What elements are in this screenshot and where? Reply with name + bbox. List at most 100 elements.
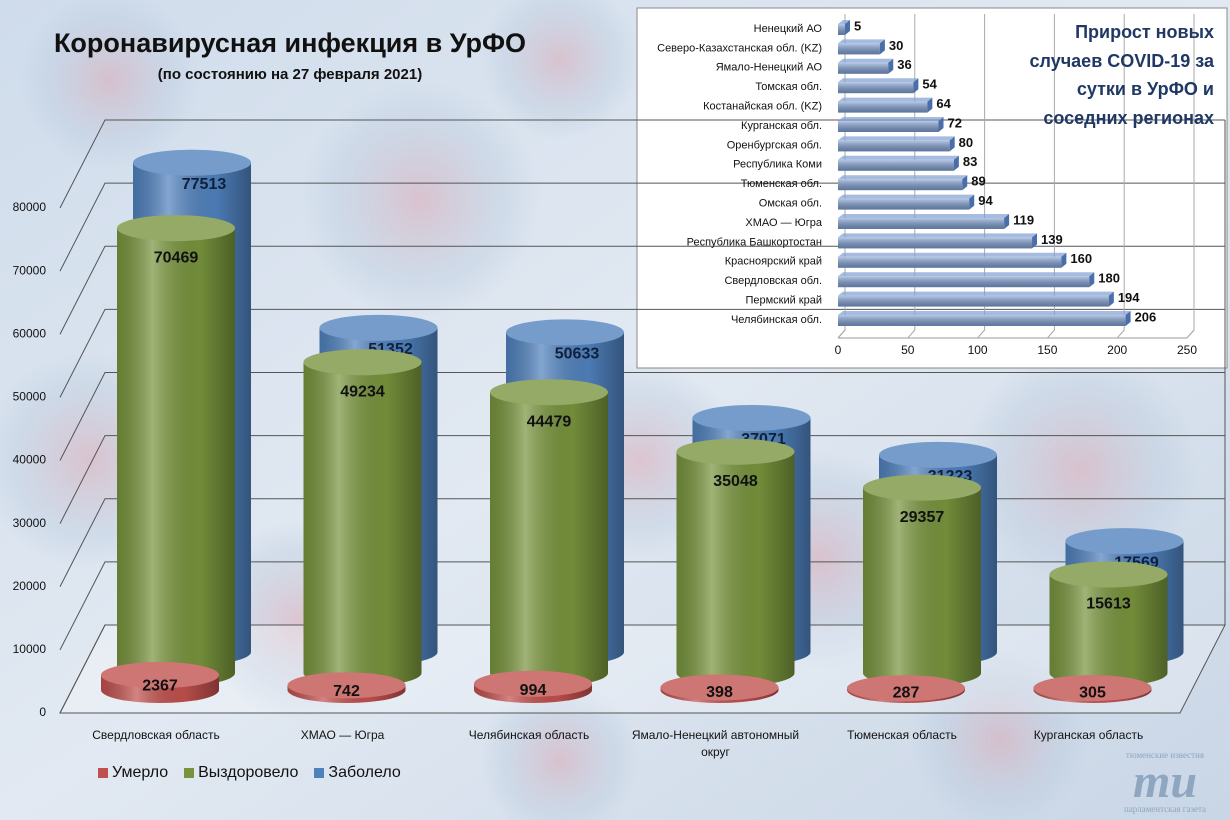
bar-end (888, 58, 894, 74)
x-tick-label: 150 (1037, 343, 1057, 357)
value-label: 36 (897, 57, 911, 72)
y-tick-label: Томская обл. (755, 81, 822, 93)
bar-end (949, 136, 955, 152)
value-label: 89 (971, 174, 985, 189)
cylinder-top (879, 441, 997, 468)
bar-top (838, 194, 975, 199)
value-label: 77513 (182, 176, 227, 193)
cylinder-top-highlight (1033, 675, 1152, 702)
cylinder-shade (1049, 574, 1168, 687)
y-tick-label: Тюменская обл. (741, 178, 822, 190)
logo-mark: ти (1132, 755, 1198, 808)
value-label: 287 (893, 684, 920, 701)
cylinder-top-highlight (101, 662, 219, 689)
cylinder-top (863, 474, 981, 501)
cylinder-top (660, 674, 779, 701)
cylinder-top (1033, 675, 1152, 702)
bar-shade (838, 140, 950, 152)
bar-shade (838, 159, 954, 171)
cylinder-top (676, 438, 795, 465)
grid-line (1186, 14, 1195, 339)
bar-end (927, 97, 933, 113)
bar-top (838, 175, 968, 180)
y-tick-label: Оренбургская обл. (727, 139, 822, 151)
value-label: 80 (959, 135, 973, 150)
bar-end (1004, 214, 1010, 229)
value-label: 30 (889, 38, 903, 53)
cylinder-top (133, 149, 251, 176)
cylinder-shade (863, 487, 981, 686)
cylinder-top-highlight (506, 319, 624, 346)
bar-shade (838, 179, 963, 191)
value-label: 305 (1079, 684, 1106, 701)
cylinder-top-highlight (692, 404, 811, 431)
cylinder-top-highlight (474, 670, 592, 697)
bar-top (838, 291, 1114, 296)
legend-item: Умерло (98, 764, 168, 782)
grid-line (59, 498, 1225, 587)
bar-shade (838, 237, 1033, 249)
chart-title: Коронавирусная инфекция в УрФО (54, 28, 526, 58)
logo: тюменские известия ти парламентская газе… (1110, 750, 1220, 814)
cylinder-top (692, 404, 811, 431)
cylinder-top (1065, 528, 1184, 555)
bar-top (838, 233, 1038, 238)
bar-top (838, 117, 944, 121)
grid-line (977, 14, 986, 339)
cylinder-top-highlight (847, 675, 965, 702)
cylinder-top-highlight (676, 438, 795, 465)
value-label: 5 (854, 18, 861, 33)
x-tick-label: 0 (835, 343, 842, 357)
grid-line (1116, 14, 1125, 339)
bar-top (838, 252, 1067, 257)
value-label: 180 (1098, 271, 1120, 286)
value-label: 83 (963, 154, 977, 169)
cylinder-top (847, 675, 965, 702)
bar-end (1089, 272, 1095, 288)
x-tick-label: 250 (1177, 343, 1197, 357)
legend-swatch (184, 768, 195, 778)
y-tick-label: Ямало-Ненецкий АО (716, 62, 823, 74)
legend-swatch (314, 768, 325, 778)
bar-shade (838, 62, 889, 74)
y-tick-label: Курганская обл. (741, 120, 822, 132)
x-tick-label: Тюменская область (847, 728, 957, 742)
cylinder-top-highlight (1065, 528, 1184, 555)
value-label: 742 (333, 683, 360, 700)
bar-shade (838, 218, 1005, 229)
x-tick-label: Челябинская область (468, 728, 590, 742)
bar-top (838, 97, 933, 102)
y-tick-label: 30000 (13, 516, 47, 530)
legend: Умерло Выздоровело Заболело (98, 764, 401, 782)
inset-title: Прирост новых случаев COVID-19 за сутки … (1029, 22, 1215, 128)
x-tick-label: Свердловская область (92, 728, 220, 742)
bar-top (838, 136, 955, 141)
value-label: 35048 (713, 473, 758, 490)
bar-end (844, 20, 850, 35)
cylinder-shade (490, 392, 608, 686)
value-label: 70469 (154, 249, 199, 266)
cylinder-top (1049, 561, 1168, 588)
value-label: 2367 (142, 678, 178, 695)
value-label: 160 (1070, 251, 1092, 266)
legend-label: Заболело (328, 764, 401, 781)
bar-end (1032, 233, 1038, 249)
bar-top (838, 155, 959, 160)
x-tick-label: Курганская область (1033, 728, 1144, 742)
grid-line (59, 372, 1225, 461)
bar-top (838, 39, 885, 44)
x-tick-label: ХМАО — Югра (300, 728, 385, 742)
value-label: 72 (948, 115, 962, 130)
bar-end (953, 155, 959, 171)
bar-top (838, 214, 1010, 218)
y-tick-label: 10000 (13, 642, 47, 656)
x-tick-label: 200 (1107, 343, 1127, 357)
bar-top (838, 311, 1131, 315)
x-tick-label: 50 (901, 343, 915, 357)
y-tick-label: Республика Башкортостан (687, 236, 822, 248)
bar-end (1061, 252, 1067, 268)
bar-top (838, 20, 850, 24)
bar-top (838, 58, 894, 63)
legend-item: Выздоровело (184, 764, 298, 782)
y-tick-label: 60000 (13, 326, 47, 340)
